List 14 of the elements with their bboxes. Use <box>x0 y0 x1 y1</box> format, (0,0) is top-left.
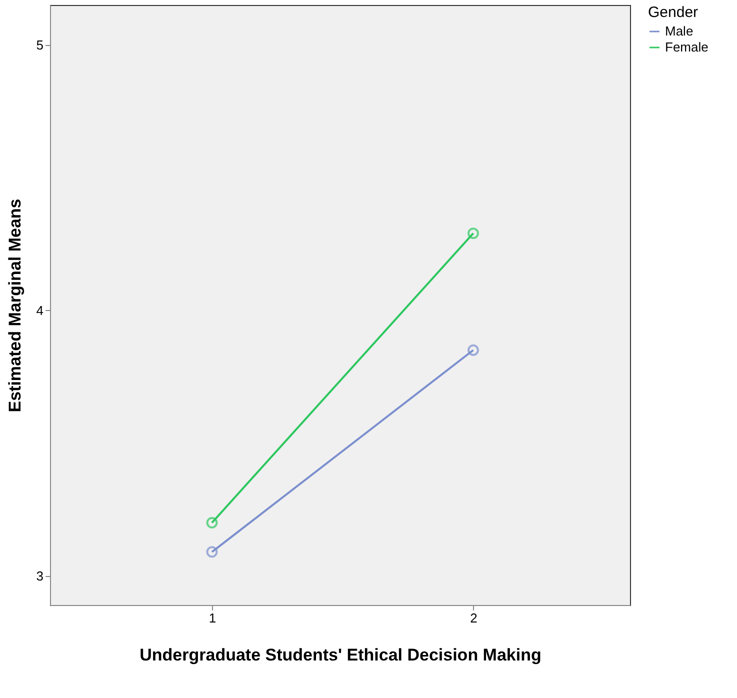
y-tick-label: 5 <box>36 37 44 52</box>
y-tick-label: 3 <box>36 568 44 584</box>
legend-label: Female <box>665 40 708 54</box>
legend-label: Male <box>665 24 694 38</box>
point <box>468 344 479 356</box>
y-axis-title: Estimated Marginal Means <box>5 198 24 412</box>
point <box>206 516 218 528</box>
point <box>206 546 218 558</box>
x-tick-label: 2 <box>470 610 478 626</box>
x-axis-title: Undergraduate Students' Ethical Decision Making <box>140 646 542 664</box>
x-tick-label: 1 <box>208 610 216 626</box>
point <box>468 228 479 240</box>
legend-title: Gender <box>648 4 698 21</box>
y-tick-label: 4 <box>36 302 44 318</box>
